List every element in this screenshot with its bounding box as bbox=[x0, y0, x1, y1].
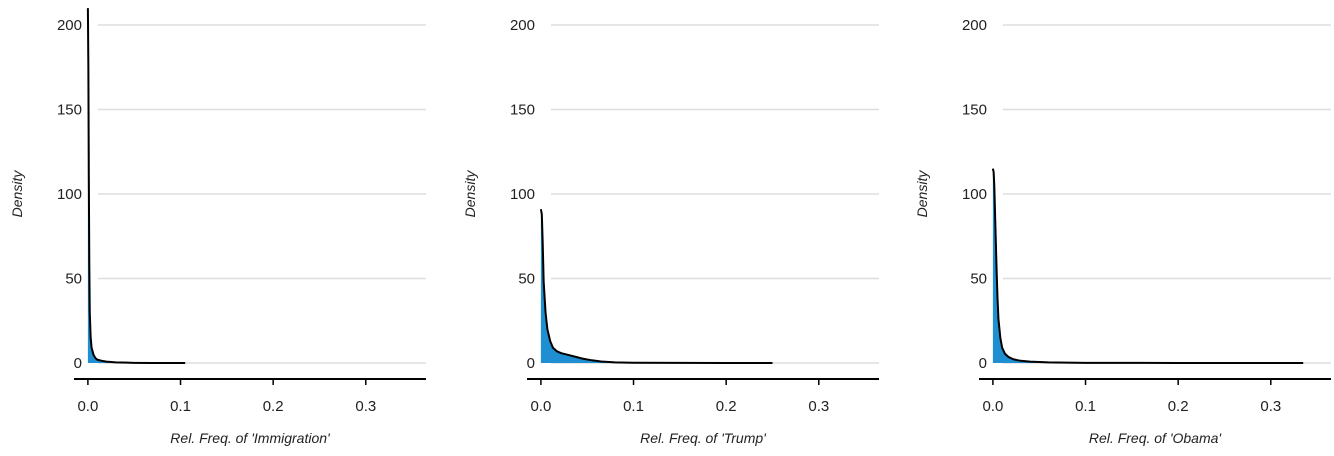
y-tick-label: 150 bbox=[57, 102, 82, 119]
x-tick-label: 0.1 bbox=[170, 398, 191, 415]
density-area bbox=[87, 8, 186, 363]
y-tick-label: 200 bbox=[510, 17, 535, 34]
x-axis-title: Rel. Freq. of 'Obama' bbox=[1089, 430, 1223, 446]
x-tick-label: 0.0 bbox=[530, 398, 551, 415]
y-tick-label: 100 bbox=[57, 186, 82, 203]
y-tick-label: 50 bbox=[518, 271, 535, 288]
density-line bbox=[539, 209, 773, 364]
x-tick-label: 0.3 bbox=[355, 398, 376, 415]
density-area bbox=[540, 209, 773, 363]
x-axis-title: Rel. Freq. of 'Immigration' bbox=[170, 430, 331, 446]
x-tick-label: 0.0 bbox=[982, 398, 1003, 415]
y-tick-label: 50 bbox=[970, 271, 987, 288]
x-tick-label: 0.2 bbox=[263, 398, 284, 415]
x-tick-label: 0.2 bbox=[1168, 398, 1189, 415]
x-tick-label: 0.1 bbox=[1075, 398, 1096, 415]
y-tick-label: 100 bbox=[962, 186, 987, 203]
y-tick-label: 0 bbox=[527, 355, 535, 372]
density-line bbox=[991, 168, 1304, 364]
y-tick-label: 50 bbox=[65, 271, 82, 288]
y-tick-label: 0 bbox=[979, 355, 987, 372]
y-axis-title: Density bbox=[9, 170, 25, 218]
x-axis-title: Rel. Freq. of 'Trump' bbox=[640, 430, 767, 446]
density-line bbox=[86, 8, 186, 364]
y-tick-label: 200 bbox=[962, 17, 987, 34]
y-tick-label: 200 bbox=[57, 17, 82, 34]
x-tick-label: 0.3 bbox=[1260, 398, 1281, 415]
y-tick-label: 150 bbox=[510, 102, 535, 119]
y-tick-label: 150 bbox=[962, 102, 987, 119]
y-tick-label: 100 bbox=[510, 186, 535, 203]
x-tick-label: 0.3 bbox=[808, 398, 829, 415]
y-tick-label: 0 bbox=[74, 355, 82, 372]
x-tick-label: 0.1 bbox=[623, 398, 644, 415]
x-tick-label: 0.2 bbox=[716, 398, 737, 415]
x-tick-label: 0.0 bbox=[77, 398, 98, 415]
density-area bbox=[992, 168, 1304, 363]
y-axis-title: Density bbox=[914, 170, 930, 218]
y-axis-title: Density bbox=[462, 170, 478, 218]
